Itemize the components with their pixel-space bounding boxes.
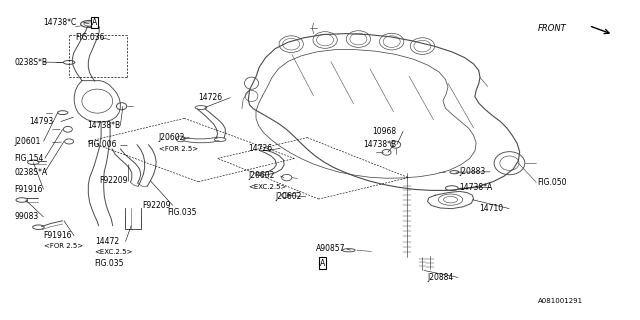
Text: A: A: [92, 18, 97, 27]
Text: FIG.035: FIG.035: [95, 260, 124, 268]
Text: FIG.035: FIG.035: [168, 208, 197, 217]
Text: F92209: F92209: [99, 176, 128, 185]
Text: J20601: J20601: [14, 137, 40, 146]
Text: FIG.050: FIG.050: [538, 178, 567, 187]
Text: J20602: J20602: [275, 192, 301, 201]
Text: J20602: J20602: [248, 172, 275, 180]
Text: J20884: J20884: [428, 273, 454, 282]
Text: 14726: 14726: [198, 93, 223, 102]
Text: J20602: J20602: [159, 133, 185, 142]
Text: 99083: 99083: [14, 212, 38, 221]
Text: 14726: 14726: [248, 144, 273, 153]
Text: FIG.006: FIG.006: [87, 140, 116, 149]
Text: 0238S*B: 0238S*B: [14, 58, 47, 67]
Text: A: A: [320, 259, 325, 268]
Text: 14738*B: 14738*B: [87, 121, 120, 130]
Text: 14472: 14472: [95, 237, 119, 246]
Text: 14793: 14793: [29, 117, 54, 126]
Text: 14738*C: 14738*C: [44, 18, 77, 27]
Text: <EXC.2.5>: <EXC.2.5>: [248, 184, 287, 190]
Text: J20883: J20883: [460, 167, 486, 176]
Text: A90857: A90857: [316, 244, 346, 253]
Text: <EXC.2.5>: <EXC.2.5>: [95, 249, 133, 255]
Text: FIG.036: FIG.036: [75, 33, 104, 42]
Text: F91916: F91916: [44, 231, 72, 240]
Text: 0238S*A: 0238S*A: [14, 168, 47, 177]
Text: A081001291: A081001291: [538, 298, 583, 304]
Text: FRONT: FRONT: [538, 24, 566, 33]
Text: FIG.154: FIG.154: [14, 154, 44, 163]
Text: 14738*B: 14738*B: [364, 140, 397, 149]
Text: <FOR 2.5>: <FOR 2.5>: [44, 244, 83, 249]
Text: 14710: 14710: [479, 204, 503, 213]
Text: <FOR 2.5>: <FOR 2.5>: [159, 146, 198, 152]
Text: F92209: F92209: [143, 201, 172, 210]
Text: 14738*A: 14738*A: [460, 183, 493, 192]
Text: 10968: 10968: [372, 127, 397, 136]
Text: F91916: F91916: [14, 185, 43, 194]
